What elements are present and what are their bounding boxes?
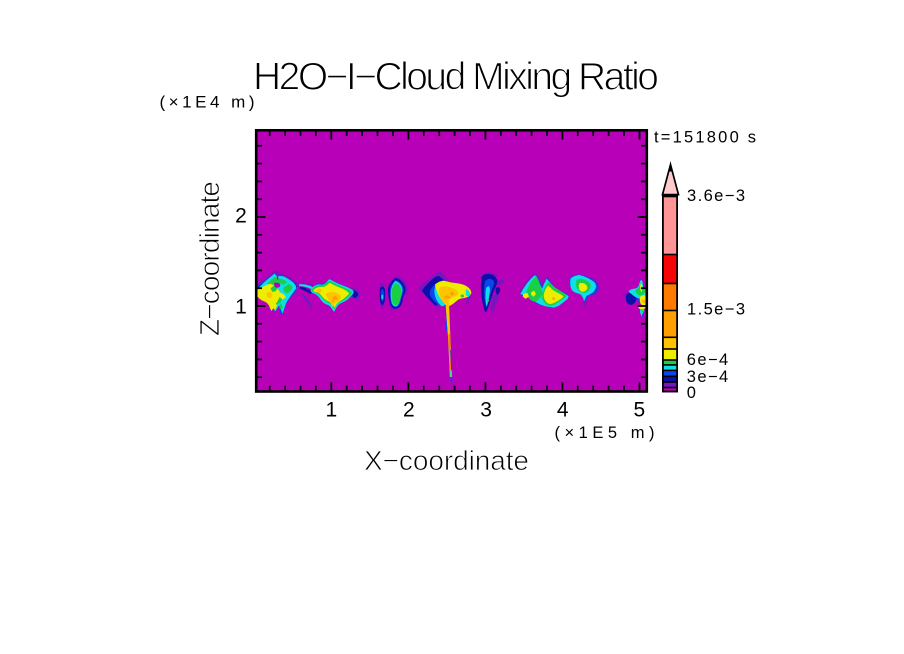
svg-text:1: 1	[325, 398, 337, 421]
svg-text:H2O−I−Cloud Mixing Ratio: H2O−I−Cloud Mixing Ratio	[253, 56, 659, 99]
svg-text:6e−4: 6e−4	[687, 351, 729, 369]
svg-text:5: 5	[634, 398, 646, 421]
svg-text:0: 0	[687, 384, 696, 402]
svg-text:1: 1	[235, 296, 247, 319]
svg-text:3.6e−3: 3.6e−3	[687, 187, 745, 205]
svg-text:3: 3	[480, 398, 492, 421]
svg-text:2: 2	[235, 205, 247, 228]
svg-text:4: 4	[557, 398, 569, 421]
svg-text:X−coordinate: X−coordinate	[364, 445, 529, 476]
svg-text:1.5e−3: 1.5e−3	[687, 301, 745, 319]
svg-text:Z−coordinate: Z−coordinate	[194, 181, 225, 336]
svg-text:2: 2	[403, 398, 415, 421]
